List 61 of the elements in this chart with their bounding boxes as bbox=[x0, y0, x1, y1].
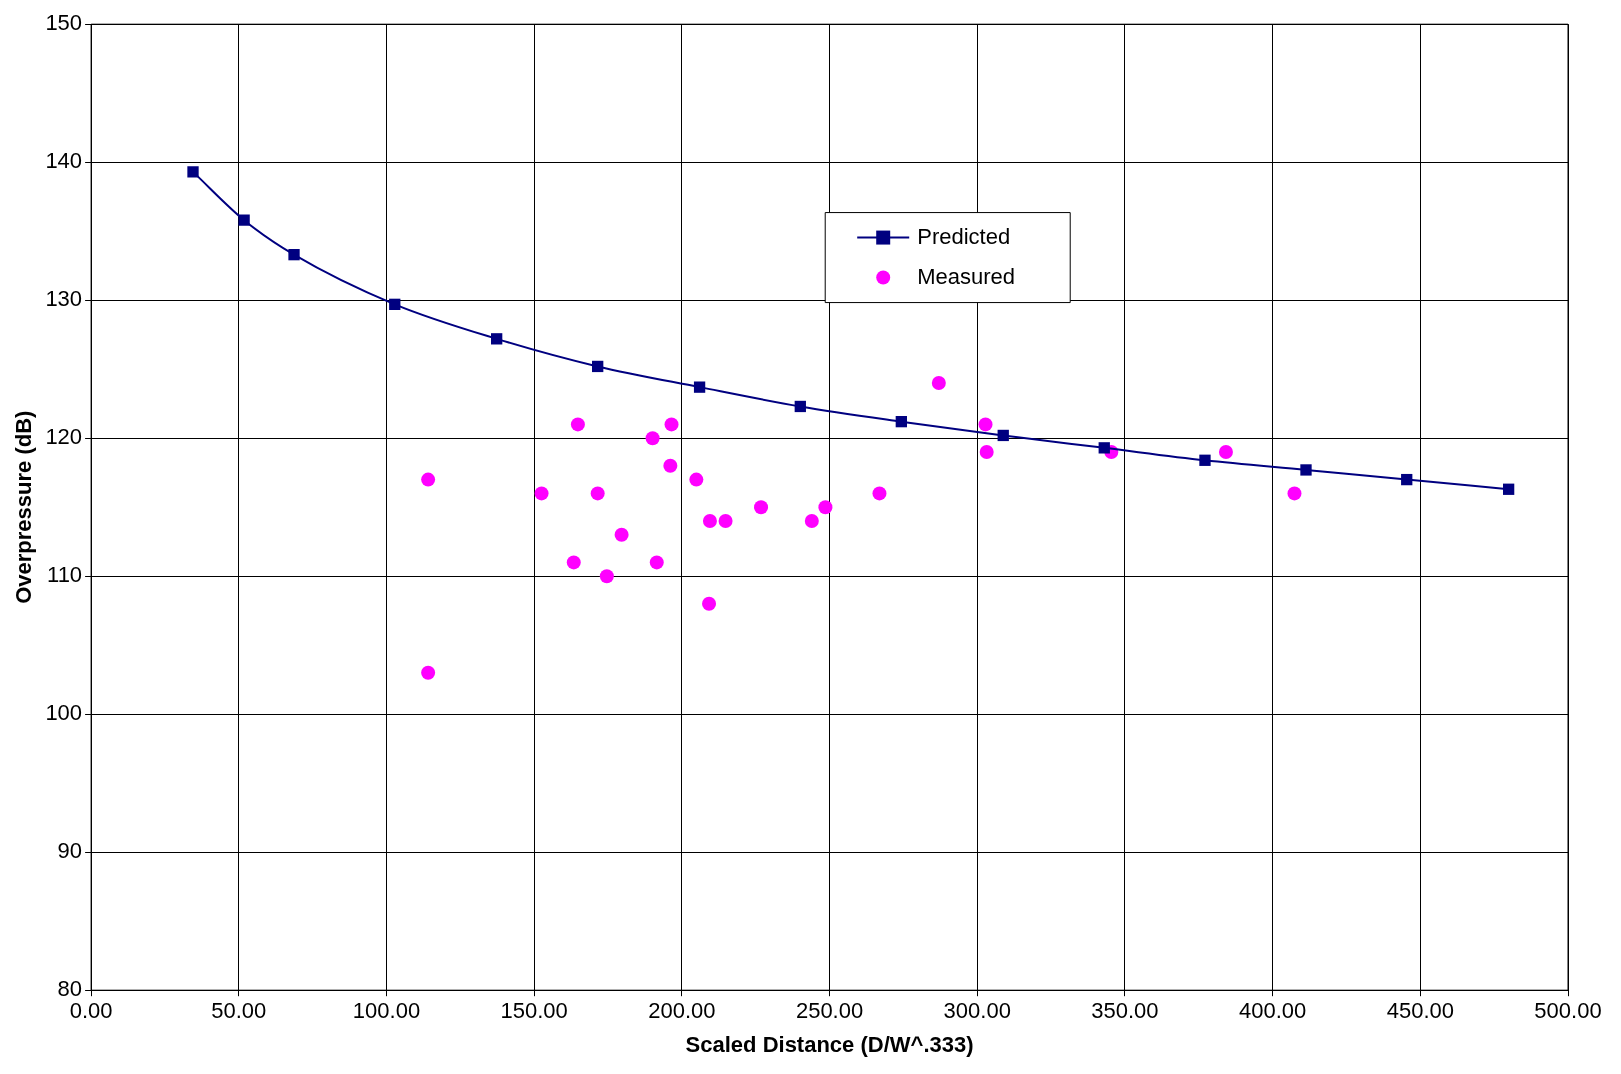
point bbox=[570, 417, 585, 432]
point bbox=[614, 527, 629, 542]
point bbox=[979, 445, 994, 459]
point bbox=[592, 360, 604, 373]
point bbox=[702, 514, 717, 528]
x-tick-label: 150.00 bbox=[500, 998, 568, 1024]
y-tick-label: 90 bbox=[57, 838, 83, 864]
y-tick-label: 130 bbox=[45, 286, 83, 312]
point bbox=[818, 500, 833, 515]
x-tick-label: 350.00 bbox=[1091, 998, 1159, 1024]
point bbox=[895, 415, 907, 428]
x-tick-label: 250.00 bbox=[795, 998, 864, 1024]
point bbox=[689, 472, 704, 487]
point bbox=[702, 596, 717, 611]
point bbox=[718, 514, 733, 528]
point bbox=[590, 486, 605, 501]
x-tick-label: 100.00 bbox=[352, 998, 421, 1024]
point bbox=[804, 514, 819, 528]
y-axis-title: Overpressure (dB) bbox=[11, 410, 37, 604]
point bbox=[997, 429, 1009, 442]
point bbox=[645, 431, 660, 446]
point bbox=[1218, 445, 1233, 459]
x-tick-label: 200.00 bbox=[648, 998, 716, 1024]
point bbox=[1199, 454, 1211, 466]
point bbox=[1300, 464, 1312, 476]
point bbox=[1287, 486, 1302, 501]
x-tick-label: 50.00 bbox=[211, 998, 267, 1024]
point bbox=[238, 214, 250, 226]
point bbox=[794, 400, 806, 413]
point bbox=[187, 166, 199, 178]
point bbox=[389, 298, 401, 310]
x-tick-label: 450.00 bbox=[1386, 998, 1454, 1024]
point bbox=[1401, 473, 1413, 486]
x-axis-title: Scaled Distance (D/W^.333) bbox=[685, 1031, 974, 1057]
point bbox=[1098, 442, 1110, 454]
x-tick-label: 400.00 bbox=[1238, 998, 1307, 1024]
y-tick-label: 120 bbox=[45, 424, 83, 450]
point bbox=[421, 472, 436, 487]
point bbox=[931, 376, 946, 390]
point bbox=[664, 417, 679, 432]
point bbox=[421, 665, 436, 680]
y-tick-label: 110 bbox=[47, 562, 83, 588]
point bbox=[663, 458, 678, 473]
x-tick-label: 300.00 bbox=[943, 998, 1011, 1024]
point bbox=[288, 249, 300, 261]
y-tick-label: 140 bbox=[45, 148, 83, 174]
point bbox=[693, 381, 706, 393]
point bbox=[754, 500, 769, 515]
point bbox=[649, 555, 664, 570]
y-tick-label: 150 bbox=[45, 10, 83, 36]
point bbox=[599, 569, 614, 584]
legend-label: Predicted bbox=[917, 223, 1011, 249]
point bbox=[534, 486, 549, 501]
point bbox=[1502, 483, 1515, 495]
x-tick-label: 500.00 bbox=[1534, 998, 1602, 1024]
point bbox=[872, 486, 887, 501]
point bbox=[566, 555, 581, 570]
y-tick-label: 100 bbox=[45, 700, 83, 726]
point bbox=[978, 417, 993, 432]
point bbox=[491, 333, 503, 345]
legend-label: Measured bbox=[917, 263, 1016, 289]
